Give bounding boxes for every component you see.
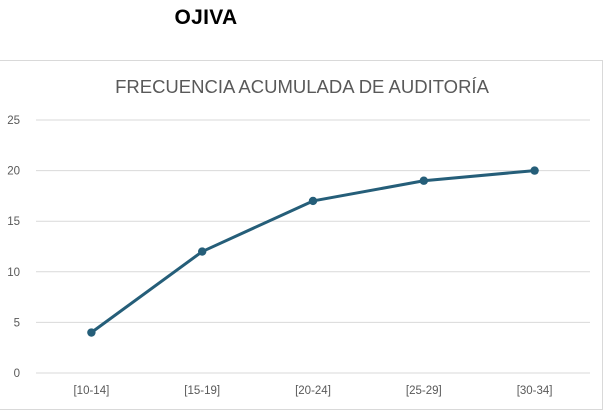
y-tick-label: 0 xyxy=(14,368,20,380)
y-tick-label: 5 xyxy=(14,317,20,329)
x-tick-label: [10-14] xyxy=(73,385,109,397)
y-tick-label: 15 xyxy=(7,216,20,228)
y-tick-label: 10 xyxy=(7,267,20,279)
data-point xyxy=(198,247,207,256)
x-tick-label: [30-34] xyxy=(517,385,553,397)
x-tick-label: [15-19] xyxy=(184,385,220,397)
x-tick-label: [20-24] xyxy=(295,385,331,397)
chart-title: FRECUENCIA ACUMULADA DE AUDITORÍA xyxy=(115,76,490,97)
y-tick-label: 25 xyxy=(7,115,20,127)
data-point xyxy=(530,166,539,175)
data-point xyxy=(87,328,96,337)
chart-frame xyxy=(0,60,603,410)
data-point xyxy=(419,176,428,185)
x-tick-label: [25-29] xyxy=(406,385,442,397)
page-title: OJIVA xyxy=(174,6,238,29)
data-point xyxy=(308,196,318,206)
y-tick-label: 20 xyxy=(7,166,20,178)
series-line xyxy=(89,169,537,335)
